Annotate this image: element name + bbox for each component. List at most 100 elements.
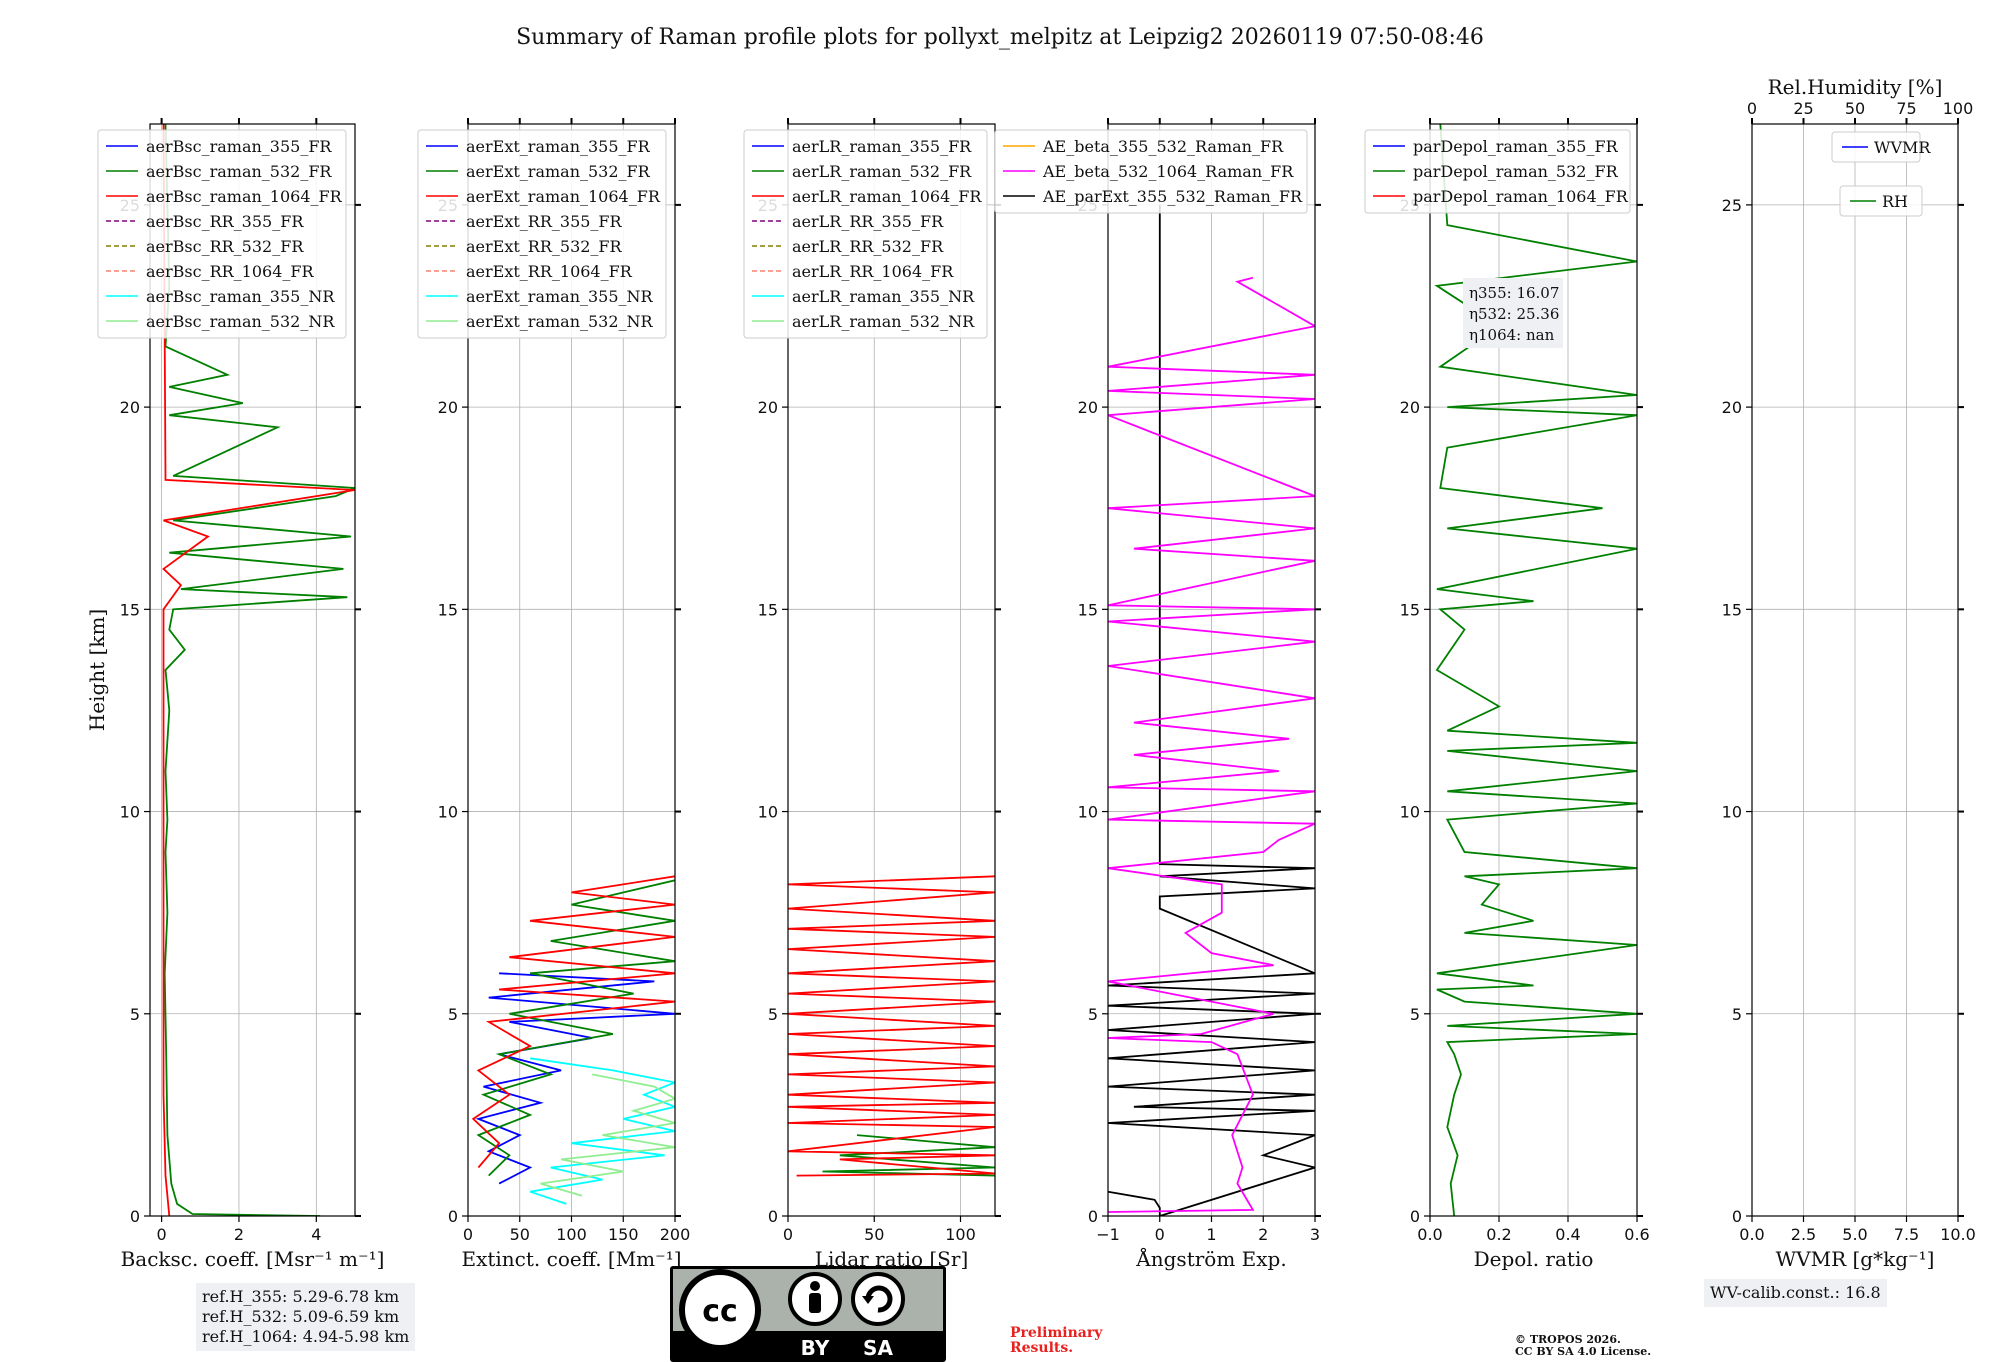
series-aerLR_raman_532_FR [822, 1134, 995, 1177]
x-top-tick-label: 75 [1896, 99, 1916, 118]
legend-item: aerBsc_raman_532_FR [146, 162, 332, 181]
x-tick-label: 0 [157, 1225, 167, 1244]
legend-item: aerExt_RR_355_FR [466, 212, 623, 231]
legend-item: aerBsc_RR_1064_FR [146, 262, 315, 281]
legend-item: aerBsc_raman_532_NR [146, 312, 335, 331]
series-AE_beta_532_1064_Raman_FR [1108, 276, 1315, 1213]
y-tick-label: 20 [438, 398, 458, 417]
x-tick-label: 2 [1258, 1225, 1268, 1244]
legend-item: aerLR_raman_532_FR [792, 162, 972, 181]
legend-item: aerLR_RR_532_FR [792, 237, 944, 256]
legend-RH: RH [1839, 185, 1923, 217]
y-axis-label: Height [km] [85, 609, 109, 731]
panel-lr: 0501000510152025Lidar ratio [Sr]aerLR_ra… [743, 118, 1001, 1271]
legend-label: RH [1882, 192, 1908, 211]
copyright-line-2: CC BY SA 4.0 License. [1515, 1345, 1652, 1358]
x-top-tick-label: 50 [1845, 99, 1865, 118]
x-axis-label-dep: Depol. ratio [1474, 1247, 1594, 1271]
legend-item: aerExt_RR_1064_FR [466, 262, 633, 281]
ref-height-355: ref.H_355: 5.29-6.78 km [202, 1287, 400, 1306]
x-tick-label: 2.5 [1791, 1225, 1816, 1244]
x-axis-label-bsc: Backsc. coeff. [Msr⁻¹ m⁻¹] [121, 1247, 385, 1271]
legend-item: aerBsc_raman_355_NR [146, 287, 335, 306]
y-tick-label: 5 [130, 1005, 140, 1024]
legend-item: parDepol_raman_1064_FR [1413, 187, 1629, 206]
y-tick-label: 10 [1400, 803, 1420, 822]
y-tick-label: 25 [1722, 196, 1742, 215]
legend-ang: AE_beta_355_532_Raman_FR AE_beta_532_1064… [994, 129, 1308, 214]
y-tick-label: 5 [1410, 1005, 1420, 1024]
panel-wv: 0.0 2.5 5.0 7.5 10.0 0 5 10 15 20 25 WVMR [g*kg⁻¹] 0… [1722, 75, 1976, 1271]
panel-bsc: 0240510152025Backsc. coeff. [Msr⁻¹ m⁻¹]H… [85, 118, 384, 1271]
figure-title: Summary of Raman profile plots for polly… [516, 25, 1484, 50]
x-tick-label: 0.6 [1624, 1225, 1649, 1244]
copyright-line-1: © TROPOS 2026. [1515, 1333, 1621, 1346]
y-tick-label: 0 [768, 1207, 778, 1226]
ref-height-notes: ref.H_355: 5.29-6.78 km ref.H_532: 5.09-… [196, 1283, 416, 1351]
x-tick-label: −1 [1096, 1225, 1120, 1244]
panels: 0240510152025Backsc. coeff. [Msr⁻¹ m⁻¹]H… [85, 75, 1976, 1271]
legend-item: aerExt_raman_355_FR [466, 137, 651, 156]
legend-item: aerExt_raman_1064_FR [466, 187, 661, 206]
wv-calib-note: WV-calib.const.: 16.8 [1704, 1279, 1887, 1307]
eta-note: η355: 16.07 [1469, 284, 1559, 302]
legend-item: AE_parExt_355_532_Raman_FR [1042, 187, 1303, 206]
by-label: BY [801, 1336, 830, 1360]
legend-lr: aerLR_raman_355_FR aerLR_raman_532_FR aerL… [743, 129, 988, 339]
legend-item: aerLR_raman_355_FR [792, 137, 972, 156]
sa-label: SA [863, 1336, 893, 1360]
legend-bsc: aerBsc_raman_355_FR aerBsc_raman_532_FRae… [97, 129, 347, 339]
y-tick-label: 20 [758, 398, 778, 417]
x-tick-label: 50 [864, 1225, 884, 1244]
legend-item: aerBsc_raman_1064_FR [146, 187, 343, 206]
y-tick-label: 0 [1732, 1207, 1742, 1226]
series-AE_parExt_355_532_Raman_FR [1108, 204, 1315, 1216]
y-tick-label: 15 [1078, 600, 1098, 619]
legend-box [97, 129, 347, 339]
legend-box [994, 129, 1308, 214]
eta-note: η532: 25.36 [1469, 305, 1559, 323]
x-tick-label: 2 [234, 1225, 244, 1244]
legend-box [417, 129, 667, 339]
panel-ang: −101230510152025Ångström Exp.AE_beta_355… [994, 118, 1321, 1271]
y-tick-label: 20 [120, 398, 140, 417]
y-tick-label: 5 [448, 1005, 458, 1024]
series-aerExt_raman_1064_FR [471, 875, 675, 1169]
x-axis-label-ext: Extinct. coeff. [Mm⁻¹] [461, 1247, 681, 1271]
legend-item: AE_beta_532_1064_Raman_FR [1042, 162, 1294, 181]
legend-item: aerLR_RR_355_FR [792, 212, 944, 231]
y-tick-label: 10 [1078, 803, 1098, 822]
x-tick-label: 5.0 [1842, 1225, 1867, 1244]
y-tick-label: 20 [1078, 398, 1098, 417]
ref-height-1064: ref.H_1064: 4.94-5.98 km [202, 1327, 410, 1346]
legend-label: WVMR [1874, 138, 1931, 157]
y-tick-label: 15 [1722, 600, 1742, 619]
legend-WVMR: WVMR [1831, 131, 1931, 163]
y-tick-label: 10 [758, 803, 778, 822]
x-axis-label-ang: Ångström Exp. [1135, 1246, 1286, 1271]
y-tick-label: 15 [120, 600, 140, 619]
x-tick-label: 0.0 [1739, 1225, 1764, 1244]
x-tick-label: 10.0 [1940, 1225, 1976, 1244]
legend-box [1839, 185, 1923, 217]
x-tick-label: 200 [660, 1225, 691, 1244]
x-top-tick-label: 100 [1943, 99, 1974, 118]
series-aerLR_raman_1064_FR [788, 875, 995, 1177]
legend-item: aerLR_raman_355_NR [792, 287, 975, 306]
x-tick-label: 0 [783, 1225, 793, 1244]
legend-ext: aerExt_raman_355_FR aerExt_raman_532_FRae… [417, 129, 667, 339]
eta-note: η1064: nan [1469, 326, 1555, 344]
legend-item: parDepol_raman_532_FR [1413, 162, 1619, 181]
cc-logo-icon [679, 1269, 761, 1351]
axes-frame-bsc [149, 123, 356, 1217]
x-tick-label: 3 [1310, 1225, 1320, 1244]
x-tick-label: 0.0 [1417, 1225, 1442, 1244]
x-tick-label: 4 [311, 1225, 321, 1244]
y-tick-label: 5 [1088, 1005, 1098, 1024]
cc-by-sa-license-badge: cc BY SA [670, 1266, 946, 1362]
series-aerBsc_raman_532_FR [163, 124, 355, 1216]
x-tick-label: 7.5 [1894, 1225, 1919, 1244]
y-tick-label: 10 [438, 803, 458, 822]
legend-dep: parDepol_raman_355_FR parDepol_raman_532_… [1364, 129, 1631, 214]
legend-box [1364, 129, 1631, 214]
